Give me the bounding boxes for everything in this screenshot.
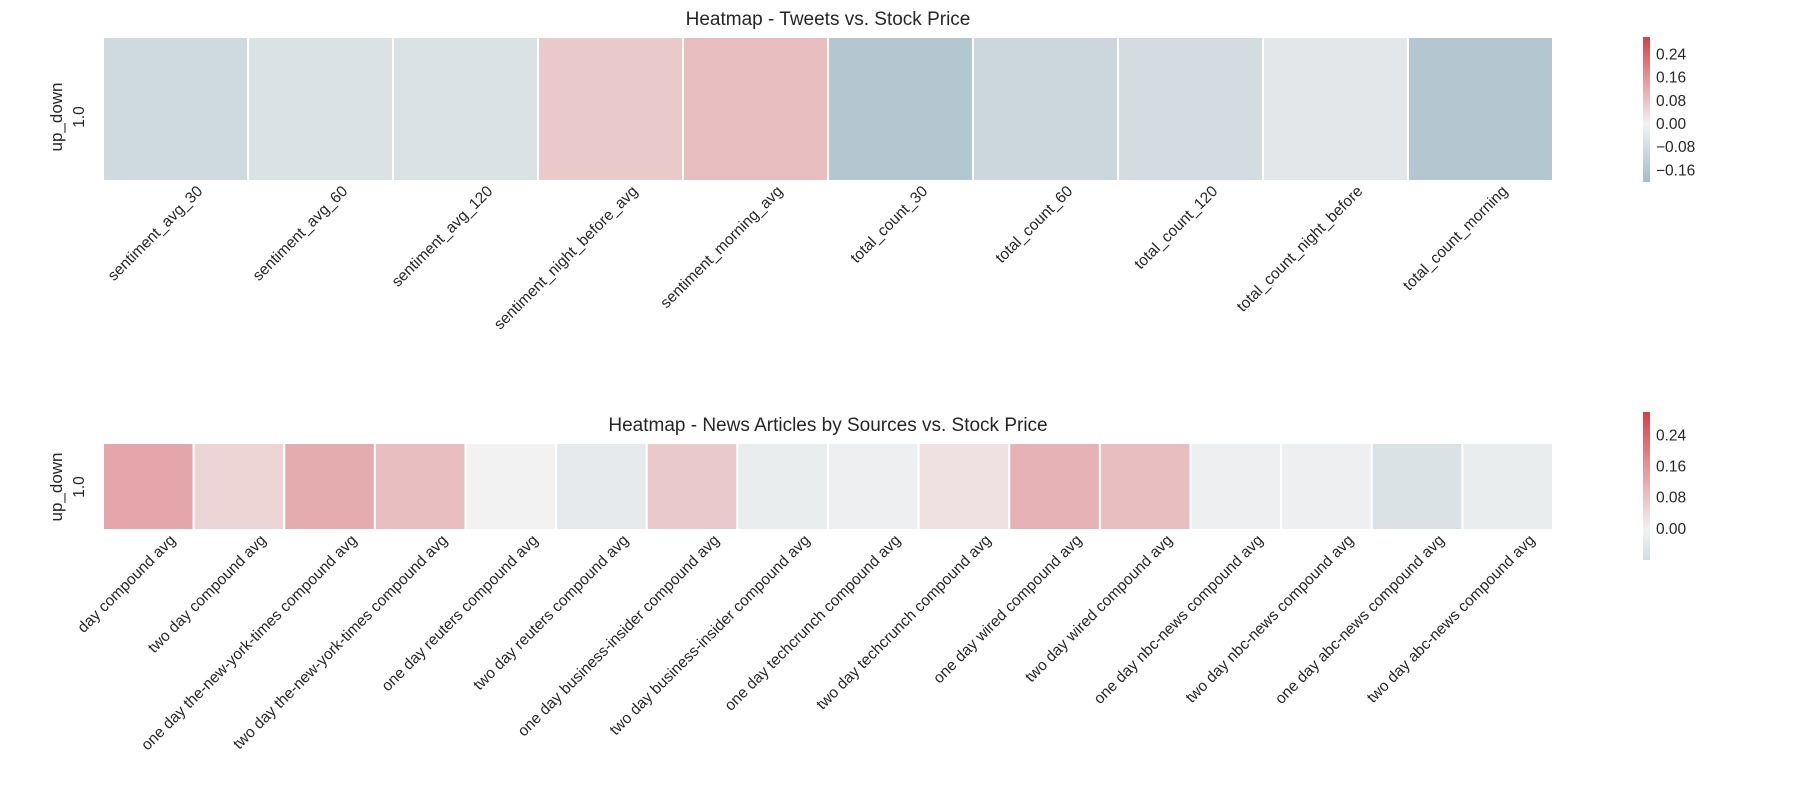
- heatmap-cell: [283, 442, 376, 531]
- heatmap-cell: [1098, 442, 1192, 531]
- chart-title: Heatmap - News Articles by Sources vs. S…: [608, 415, 1047, 436]
- x-tick-label: sentiment_morning_avg: [657, 183, 786, 312]
- x-tick-label: two day reuters compound avg: [470, 532, 632, 694]
- heatmap-cell: [537, 36, 684, 182]
- x-tick-label: total_count_morning: [1400, 183, 1511, 294]
- colorbar-tick-label: −0.16: [1656, 162, 1695, 179]
- colorbar-tick-label: 0.08: [1656, 490, 1686, 507]
- heatmap-cells: [102, 36, 1554, 182]
- x-tick-labels: sentiment_avg_30 sentiment_avg_60 sentimen…: [105, 183, 1512, 334]
- heatmap-cell: [392, 36, 539, 182]
- x-tick-label: sentiment_avg_60: [250, 183, 352, 285]
- y-axis-label: up_down: [47, 452, 66, 521]
- x-tick-label: one day techcrunch compound avg: [721, 532, 904, 715]
- heatmap-cell: [1407, 36, 1554, 182]
- x-tick-label: two day abc-news compound avg: [1364, 532, 1539, 707]
- x-tick-label: total_count_night_before: [1234, 183, 1367, 316]
- chart-title: Heatmap - Tweets vs. Stock Price: [686, 9, 971, 30]
- heatmap-cell: [373, 442, 467, 531]
- x-tick-label: one day wired compound avg: [930, 532, 1085, 687]
- colorbar-tick-label: −0.08: [1656, 139, 1695, 156]
- heatmap-cell: [917, 442, 1011, 531]
- y-tick-label: 1.0: [71, 476, 88, 498]
- x-tick-label: two day nbc-news compound avg: [1183, 532, 1358, 707]
- heatmap-cell: [102, 442, 195, 531]
- heatmap-cell: [1280, 442, 1373, 531]
- x-tick-label: one day business-insider compound avg: [515, 532, 723, 740]
- colorbar-tick-label: 0.08: [1656, 93, 1686, 110]
- heatmap-cell: [192, 442, 286, 531]
- heatmap-cell: [464, 442, 558, 531]
- colorbar-tick-label: 0.16: [1656, 70, 1686, 87]
- colorbar-tick-label: 0.24: [1656, 427, 1687, 444]
- x-tick-label: sentiment_avg_120: [389, 183, 497, 291]
- x-tick-label: day compound avg: [74, 532, 179, 637]
- x-tick-label: total_count_30: [847, 183, 931, 267]
- x-tick-label: total_count_120: [1131, 183, 1221, 273]
- x-tick-label: one day reuters compound avg: [378, 532, 541, 695]
- x-tick-label: two day business-insider compound avg: [607, 532, 814, 739]
- heatmap-cells: [102, 442, 1555, 531]
- heatmap-cell: [1370, 442, 1464, 531]
- colorbar: 0.24 0.16 0.08 0.00 −0.08 −0.16: [1643, 37, 1695, 182]
- heatmap-cell: [736, 442, 830, 531]
- x-tick-label: sentiment_night_before_avg: [491, 183, 641, 333]
- heatmap-cell: [827, 36, 974, 182]
- x-tick-label: one day nbc-news compound avg: [1091, 532, 1267, 708]
- heatmap-cell: [247, 36, 394, 182]
- y-tick-label: 1.0: [71, 106, 88, 128]
- tweets-heatmap-panel: Heatmap - Tweets vs. Stock Price sentime…: [47, 9, 1695, 333]
- x-tick-label: total_count_60: [992, 183, 1076, 267]
- x-tick-label: sentiment_avg_30: [105, 183, 207, 285]
- colorbar-tick-label: 0.00: [1656, 521, 1687, 538]
- heatmap-cell: [645, 442, 739, 531]
- heatmap-cell: [972, 36, 1119, 182]
- colorbar-strip: [1643, 37, 1650, 182]
- heatmap-cell: [827, 442, 920, 531]
- x-tick-label: two day techcrunch compound avg: [813, 532, 994, 713]
- heatmap-cell: [682, 36, 829, 182]
- heatmap-cell: [1262, 36, 1409, 182]
- colorbar-tick-label: 0.16: [1656, 459, 1686, 476]
- colorbar: 0.24 0.16 0.08 0.00: [1643, 412, 1687, 560]
- heatmap-cell: [1189, 442, 1283, 531]
- heatmap-cell: [1117, 36, 1264, 182]
- colorbar-strip: [1643, 412, 1650, 560]
- heatmap-cell: [102, 36, 249, 182]
- x-tick-label: one day abc-news compound avg: [1272, 532, 1448, 708]
- colorbar-tick-label: 0.24: [1656, 46, 1687, 63]
- colorbar-tick-label: 0.00: [1656, 116, 1687, 133]
- heatmap-cell: [1008, 442, 1101, 531]
- y-axis-label: up_down: [47, 82, 66, 151]
- heatmap-cell: [555, 442, 648, 531]
- news-heatmap-panel: Heatmap - News Articles by Sources vs. S…: [47, 412, 1687, 754]
- x-tick-label: two day wired compound avg: [1022, 532, 1176, 686]
- heatmap-cell: [1461, 442, 1555, 531]
